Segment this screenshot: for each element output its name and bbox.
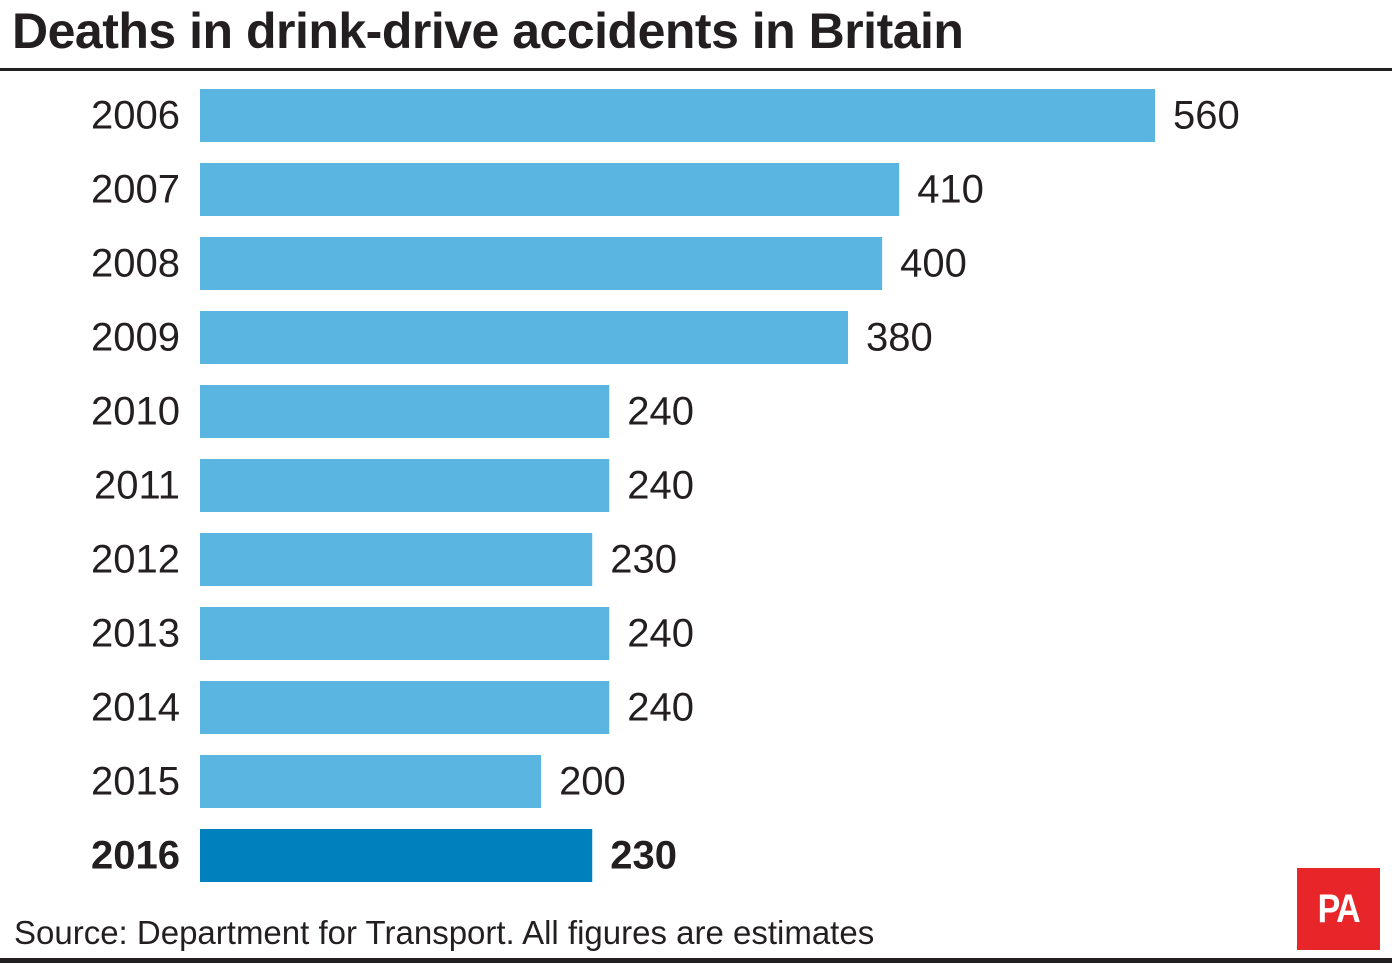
category-label-2011: 2011 [94,464,180,508]
bottom-divider [0,958,1392,963]
chart-title: Deaths in drink-drive accidents in Brita… [12,3,964,59]
bar-2016 [200,829,593,882]
source-note: Source: Department for Transport. All fi… [14,914,875,951]
category-label-2010: 2010 [91,390,180,434]
value-label-2008: 400 [900,242,967,286]
value-label-2009: 380 [866,316,933,360]
category-label-2009: 2009 [91,316,180,360]
value-label-2013: 240 [627,612,694,656]
category-label-2013: 2013 [91,612,180,656]
category-label-2006: 2006 [91,94,180,138]
value-label-2012: 230 [610,538,677,582]
title-divider [0,68,1392,71]
bar-2014 [200,681,610,734]
value-label-2007: 410 [917,168,984,212]
value-label-2015: 200 [559,760,626,804]
category-label-2007: 2007 [91,168,180,212]
category-label-2015: 2015 [91,760,180,804]
bar-chart: 2006 560 2007 410 2008 400 2009 380 2010 240 2011 2… [91,89,1240,882]
pa-logo: PA [1297,868,1380,950]
category-label-2008: 2008 [91,242,180,286]
bar-2012 [200,533,593,586]
value-label-2010: 240 [627,390,694,434]
bar-2008 [200,237,883,290]
bar-2011 [200,459,610,512]
bar-2013 [200,607,610,660]
category-label-2012: 2012 [91,538,180,582]
value-label-2011: 240 [627,464,694,508]
value-label-2006: 560 [1173,94,1240,138]
bar-2010 [200,385,610,438]
pa-logo-text: PA [1317,886,1361,931]
category-label-2016: 2016 [91,834,180,878]
category-label-2014: 2014 [91,686,180,730]
bar-2015 [200,755,542,808]
value-label-2016: 230 [610,834,677,878]
value-label-2014: 240 [627,686,694,730]
bar-2007 [200,163,900,216]
bar-2006 [200,89,1155,142]
bar-2009 [200,311,849,364]
